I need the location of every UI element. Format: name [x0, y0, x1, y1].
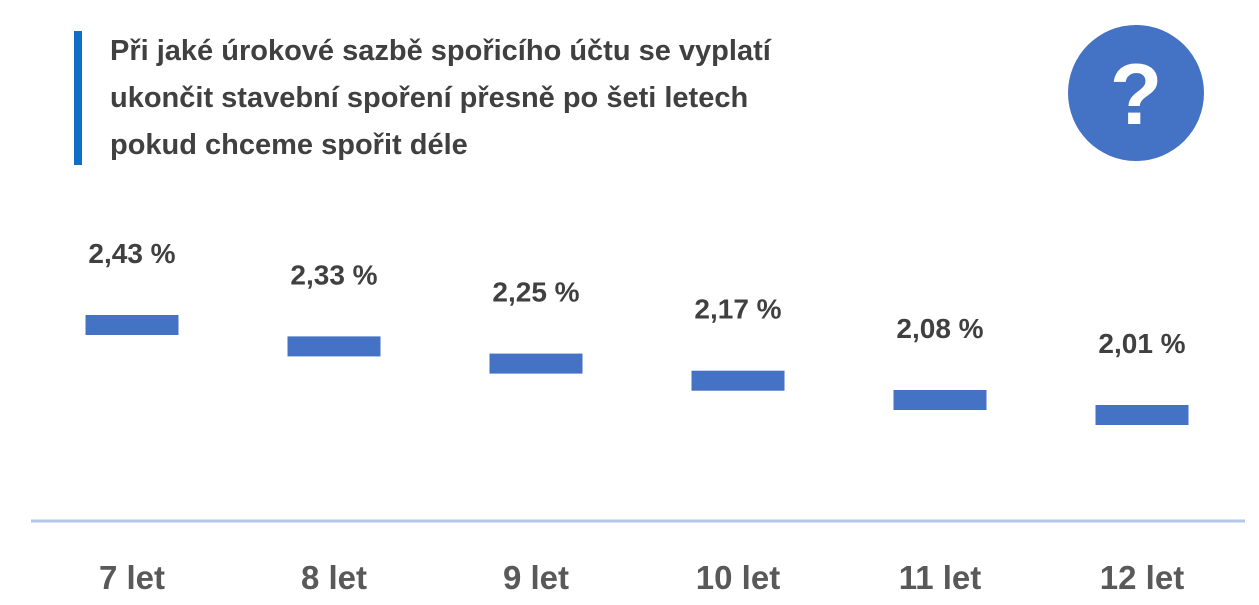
chart-title-line-2: ukončit stavební spoření přesně po šeti … — [110, 82, 749, 114]
value-label: 2,25 % — [492, 277, 579, 308]
rate-marker — [1095, 405, 1189, 425]
category-label: 12 let — [1100, 559, 1184, 596]
question-mark-glyph: ? — [1109, 47, 1163, 143]
value-label: 2,08 % — [896, 313, 983, 344]
rate-marker — [489, 353, 583, 374]
chart-title-line-1: Při jaké úrokové sazbě spořicího účtu se… — [110, 35, 771, 67]
title-accent-bar — [74, 31, 82, 165]
value-label: 2,01 % — [1098, 328, 1185, 359]
chart-title: Při jaké úrokové sazbě spořicího účtu se… — [110, 28, 930, 169]
category-label: 11 let — [899, 559, 982, 596]
value-label: 2,43 % — [88, 238, 175, 269]
value-label: 2,33 % — [290, 259, 377, 290]
rate-marker — [893, 390, 987, 410]
category-label: 10 let — [696, 559, 780, 596]
value-label: 2,17 % — [694, 294, 781, 325]
rate-marker — [691, 370, 785, 391]
category-label: 9 let — [503, 559, 569, 596]
chart-title-line-3: pokud chceme spořit déle — [110, 129, 468, 161]
rate-marker — [287, 336, 381, 357]
question-mark-icon: ? — [1068, 25, 1204, 161]
rate-marker — [85, 315, 179, 335]
category-label: 7 let — [99, 559, 165, 596]
category-label: 8 let — [301, 559, 367, 596]
